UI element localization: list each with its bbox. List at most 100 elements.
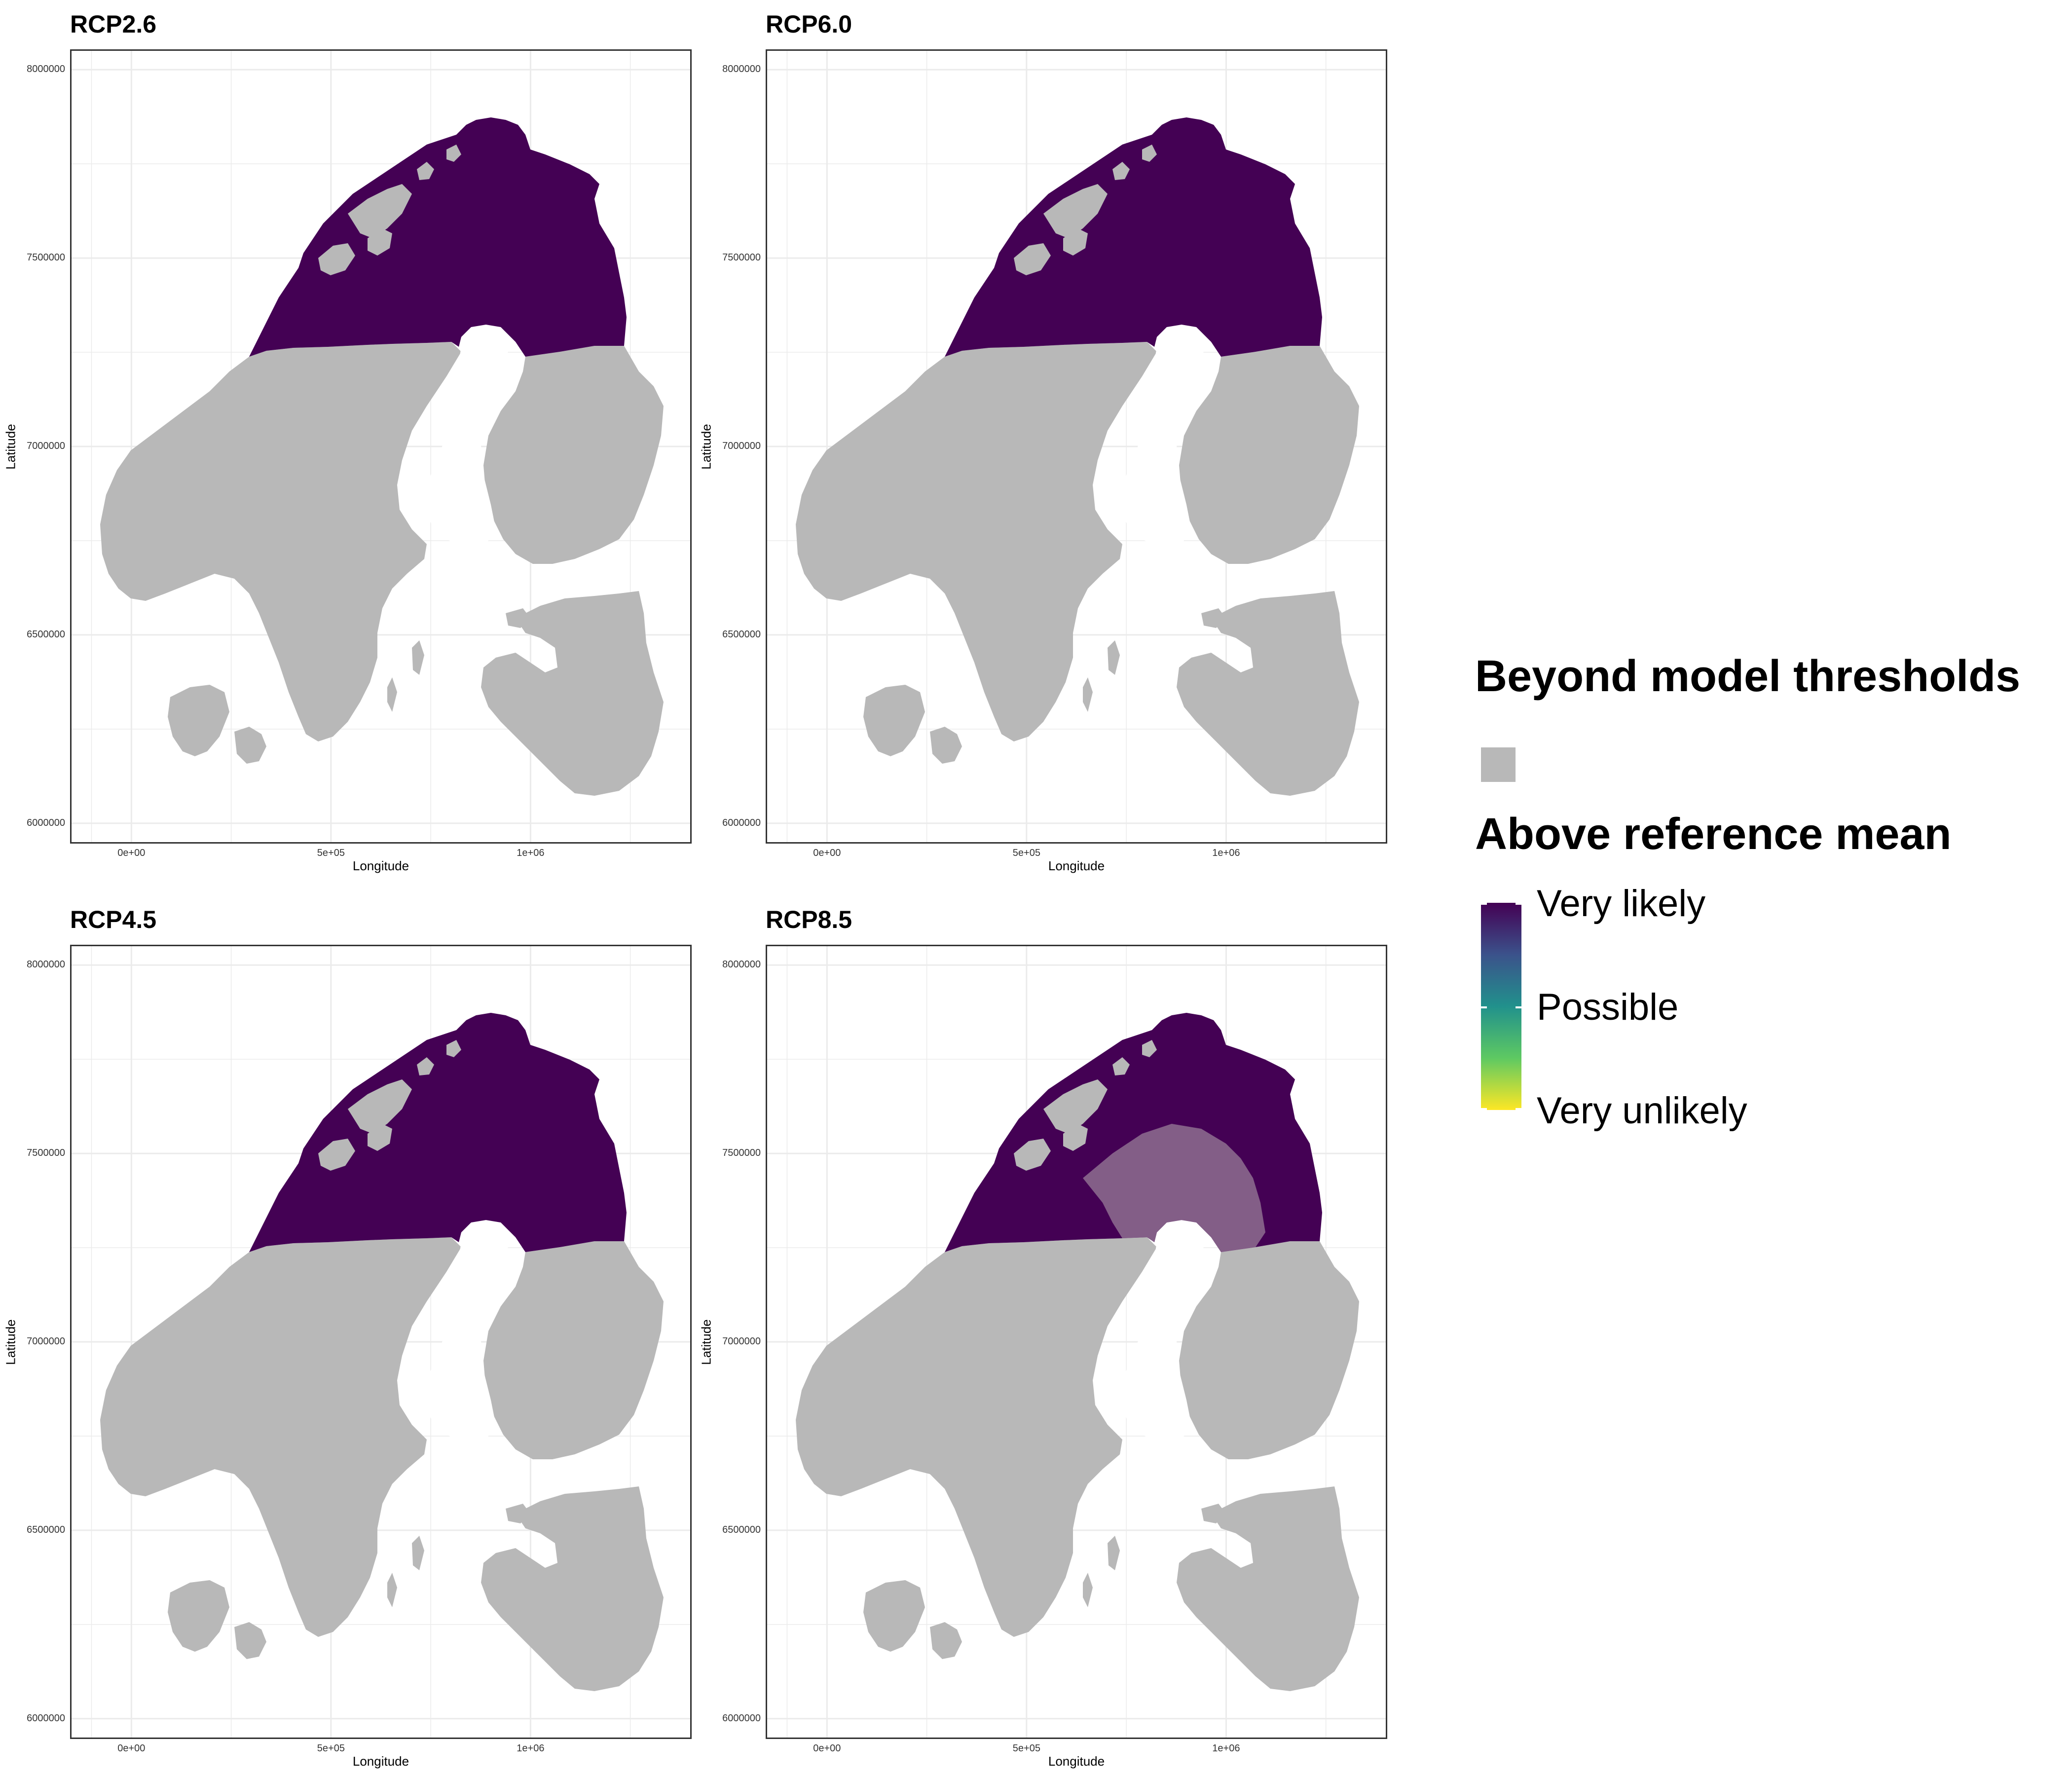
land-beyond-thresholds-oland: [387, 1573, 397, 1607]
colorbar-tick: [1481, 1006, 1521, 1008]
land-beyond-thresholds-saaremaa: [1201, 1504, 1226, 1523]
highland-beyond-thresholds: [318, 1139, 355, 1171]
y-tick-label: 7000000: [722, 441, 761, 451]
map-canvas: [767, 946, 1386, 1738]
gulf-of-bothnia: [1120, 334, 1204, 549]
region-mixed-likelihood: [1083, 1124, 1265, 1252]
map-panel-rcp26: RCP2.6 Latitude Longitude 8000000 7500000…: [0, 0, 692, 878]
land-beyond-thresholds-scandinavia: [796, 342, 1157, 741]
map-panel-rcp45: RCP4.5 Latitude Longitude 8000000 7500000…: [0, 895, 692, 1774]
highland-beyond-thresholds: [446, 145, 461, 162]
highland-beyond-thresholds: [446, 1040, 461, 1057]
y-tick-label: 7000000: [27, 441, 65, 451]
x-axis-label: Longitude: [1048, 1754, 1105, 1769]
legend-colorbar: [1481, 903, 1521, 1110]
highland-beyond-thresholds: [348, 1079, 412, 1134]
map-panel-rcp60: RCP6.0 Latitude Longitude 8000000 7500000…: [696, 0, 1387, 878]
x-tick-label: 5e+05: [1012, 1743, 1040, 1754]
y-tick-label: 7000000: [27, 1336, 65, 1347]
land-beyond-thresholds-gotland: [412, 640, 424, 675]
y-tick-label: 6500000: [722, 629, 761, 640]
x-axis-label: Longitude: [352, 1754, 409, 1769]
panel-title: RCP2.6: [70, 10, 157, 38]
y-tick-label: 7500000: [27, 1147, 65, 1159]
x-tick-label: 1e+06: [517, 1743, 545, 1754]
y-tick-label: 8000000: [722, 64, 761, 75]
legend-level-very-likely: Very likely: [1537, 883, 1706, 925]
highland-beyond-thresholds: [368, 1124, 392, 1151]
land-beyond-thresholds-baltics: [481, 591, 664, 796]
highland-beyond-thresholds: [1112, 1057, 1130, 1075]
land-beyond-thresholds-oland: [1083, 677, 1093, 712]
land-beyond-thresholds-denmark: [863, 685, 925, 756]
land-beyond-thresholds-denmark: [863, 1580, 925, 1652]
land-beyond-thresholds-oland: [387, 677, 397, 712]
y-tick-label: 6500000: [722, 1524, 761, 1535]
highland-beyond-thresholds: [1142, 145, 1157, 162]
y-tick-label: 6000000: [722, 1712, 761, 1724]
panel-title: RCP6.0: [766, 10, 852, 38]
highland-beyond-thresholds: [348, 184, 412, 238]
y-tick-label: 7500000: [722, 1147, 761, 1159]
region-very-likely: [249, 1013, 627, 1252]
colorbar-tick: [1481, 1108, 1521, 1110]
highland-beyond-thresholds: [1014, 1139, 1051, 1171]
land-beyond-thresholds-finland: [483, 346, 664, 564]
land-beyond-thresholds-zealand: [234, 727, 266, 764]
y-tick-label: 8000000: [27, 959, 65, 970]
y-tick-label: 7000000: [722, 1336, 761, 1347]
land-beyond-thresholds-baltics: [481, 1486, 664, 1691]
highland-beyond-thresholds: [1043, 1079, 1108, 1134]
panel-title: RCP4.5: [70, 906, 157, 933]
map-panel-rcp85: RCP8.5 Latitude Longitude 8000000 7500000…: [696, 895, 1387, 1774]
land-beyond-thresholds-finland: [1179, 346, 1359, 564]
legend: Beyond model thresholds Above reference …: [1475, 646, 2057, 1140]
y-tick-label: 6000000: [27, 1712, 65, 1724]
x-tick-label: 0e+00: [813, 848, 841, 858]
panel-title: RCP8.5: [766, 906, 852, 933]
highland-beyond-thresholds: [1112, 162, 1130, 180]
land-beyond-thresholds-zealand: [234, 1622, 266, 1659]
y-tick-label: 6500000: [27, 629, 65, 640]
legend-title-above: Above reference mean: [1475, 810, 1952, 859]
y-tick-label: 7500000: [722, 252, 761, 263]
land-beyond-thresholds-gotland: [1108, 640, 1120, 675]
y-tick-label: 8000000: [722, 959, 761, 970]
land-beyond-thresholds-zealand: [930, 727, 962, 764]
x-tick-label: 5e+05: [1012, 848, 1040, 858]
highland-beyond-thresholds: [1043, 184, 1108, 238]
x-tick-label: 0e+00: [117, 848, 146, 858]
land-beyond-thresholds-denmark: [168, 685, 229, 756]
region-very-likely: [249, 117, 627, 357]
y-tick-label: 6000000: [722, 817, 761, 828]
map-canvas: [72, 51, 690, 842]
highland-beyond-thresholds: [1014, 243, 1051, 275]
land-beyond-thresholds-gotland: [412, 1536, 424, 1570]
legend-level-possible: Possible: [1537, 986, 1679, 1028]
land-beyond-thresholds-scandinavia: [100, 1237, 461, 1637]
plot-area: [766, 945, 1387, 1739]
map-canvas: [767, 51, 1386, 842]
land-beyond-thresholds-saaremaa: [506, 608, 530, 628]
highland-beyond-thresholds: [368, 228, 392, 256]
x-tick-label: 1e+06: [1212, 848, 1240, 858]
highland-beyond-thresholds: [1142, 1040, 1157, 1057]
land-beyond-thresholds-scandinavia: [100, 342, 461, 741]
x-tick-label: 0e+00: [117, 1743, 146, 1754]
land-beyond-thresholds-denmark: [168, 1580, 229, 1652]
highland-beyond-thresholds: [318, 243, 355, 275]
legend-swatch-beyond-thresholds: [1481, 747, 1516, 782]
gulf-of-bothnia: [1120, 1230, 1204, 1444]
gulf-of-bothnia: [424, 334, 508, 549]
x-axis-label: Longitude: [1048, 858, 1105, 873]
plot-area: [766, 49, 1387, 844]
y-tick-label: 6500000: [27, 1524, 65, 1535]
region-very-likely: [945, 117, 1322, 357]
map-canvas: [72, 946, 690, 1738]
plot-area: [70, 49, 692, 844]
x-tick-label: 5e+05: [317, 848, 345, 858]
x-tick-label: 0e+00: [813, 1743, 841, 1754]
land-beyond-thresholds-scandinavia: [796, 1237, 1157, 1637]
x-axis-label: Longitude: [352, 858, 409, 873]
land-beyond-thresholds-oland: [1083, 1573, 1093, 1607]
